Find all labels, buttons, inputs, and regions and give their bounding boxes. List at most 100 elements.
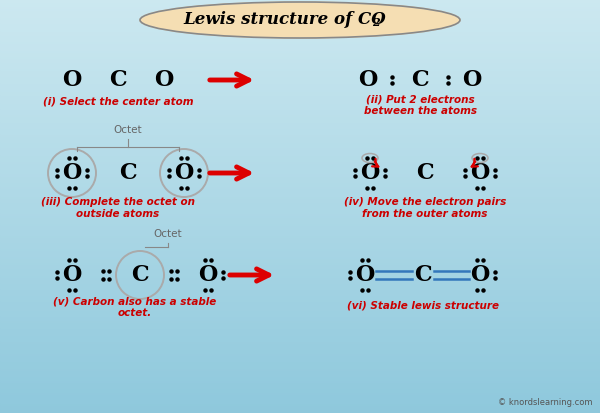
Bar xyxy=(0,344,600,347)
Bar xyxy=(0,76,600,78)
Bar xyxy=(0,387,600,390)
Bar xyxy=(0,402,600,405)
Bar xyxy=(0,18,600,21)
Bar xyxy=(0,233,600,235)
Bar xyxy=(0,328,600,330)
Bar xyxy=(0,282,600,285)
Bar xyxy=(0,78,600,81)
Bar xyxy=(0,356,600,359)
Bar xyxy=(0,82,600,85)
Bar xyxy=(0,1,600,4)
Bar xyxy=(0,224,600,227)
Bar xyxy=(0,394,600,396)
Bar xyxy=(0,156,600,159)
Bar xyxy=(0,332,600,335)
Text: C: C xyxy=(131,264,149,286)
Bar xyxy=(0,109,600,112)
Bar xyxy=(0,241,600,244)
Bar xyxy=(0,55,600,58)
Bar xyxy=(0,127,600,130)
Bar xyxy=(0,140,600,142)
Bar xyxy=(0,272,600,275)
Bar xyxy=(0,47,600,50)
Bar xyxy=(0,385,600,388)
Bar xyxy=(0,171,600,173)
Text: © knordslearning.com: © knordslearning.com xyxy=(497,398,592,407)
Bar xyxy=(0,183,600,186)
Text: O: O xyxy=(361,162,380,184)
Bar xyxy=(0,14,600,17)
Bar xyxy=(0,191,600,194)
Text: O: O xyxy=(62,264,82,286)
Bar xyxy=(0,408,600,411)
Bar xyxy=(0,338,600,341)
Bar xyxy=(0,34,600,37)
Bar xyxy=(0,204,600,206)
Bar xyxy=(0,22,600,25)
Bar xyxy=(0,125,600,128)
Bar xyxy=(0,371,600,374)
Bar xyxy=(0,90,600,93)
Text: O: O xyxy=(62,162,82,184)
Bar xyxy=(0,9,600,12)
Bar xyxy=(0,51,600,54)
Bar xyxy=(0,96,600,99)
Bar xyxy=(0,315,600,318)
Bar xyxy=(0,61,600,64)
Bar xyxy=(0,84,600,87)
Bar xyxy=(0,406,600,409)
Bar xyxy=(0,274,600,277)
Bar xyxy=(0,330,600,332)
Text: 2: 2 xyxy=(372,17,380,28)
Bar xyxy=(0,148,600,151)
Bar xyxy=(0,71,600,74)
Bar xyxy=(0,212,600,215)
Bar xyxy=(0,74,600,76)
Bar xyxy=(0,36,600,39)
Bar xyxy=(0,57,600,60)
Bar xyxy=(0,235,600,237)
Bar xyxy=(0,261,600,264)
Text: C: C xyxy=(119,162,137,184)
Bar xyxy=(0,30,600,33)
Bar xyxy=(0,197,600,200)
Bar xyxy=(0,175,600,178)
Bar xyxy=(0,138,600,140)
Bar xyxy=(0,53,600,56)
Bar xyxy=(0,309,600,312)
Bar xyxy=(0,144,600,147)
Text: Lewis structure of CO: Lewis structure of CO xyxy=(184,10,386,28)
Bar xyxy=(0,7,600,10)
Bar xyxy=(0,352,600,355)
Bar xyxy=(0,158,600,161)
Text: O: O xyxy=(358,69,377,91)
Bar xyxy=(0,375,600,378)
Text: Octet: Octet xyxy=(113,125,142,135)
Bar xyxy=(0,230,600,233)
Bar xyxy=(0,195,600,198)
Bar xyxy=(0,383,600,386)
Bar xyxy=(0,358,600,361)
Bar xyxy=(0,313,600,316)
Bar xyxy=(0,348,600,351)
Bar xyxy=(0,98,600,101)
Bar xyxy=(0,28,600,31)
Text: O: O xyxy=(154,69,173,91)
Bar xyxy=(0,251,600,254)
Bar xyxy=(0,311,600,314)
Bar xyxy=(0,243,600,246)
Bar xyxy=(0,321,600,324)
Bar xyxy=(0,288,600,291)
Bar xyxy=(0,166,600,169)
Text: (vi) Stable lewis structure: (vi) Stable lewis structure xyxy=(347,300,499,310)
Bar xyxy=(0,280,600,283)
Text: (v) Carbon also has a stable
octet.: (v) Carbon also has a stable octet. xyxy=(53,296,217,318)
Bar xyxy=(0,69,600,72)
Bar xyxy=(0,396,600,399)
Bar xyxy=(0,266,600,268)
Text: C: C xyxy=(416,162,434,184)
Text: O: O xyxy=(62,69,82,91)
Bar xyxy=(0,257,600,260)
Bar xyxy=(0,59,600,62)
Bar xyxy=(0,102,600,105)
